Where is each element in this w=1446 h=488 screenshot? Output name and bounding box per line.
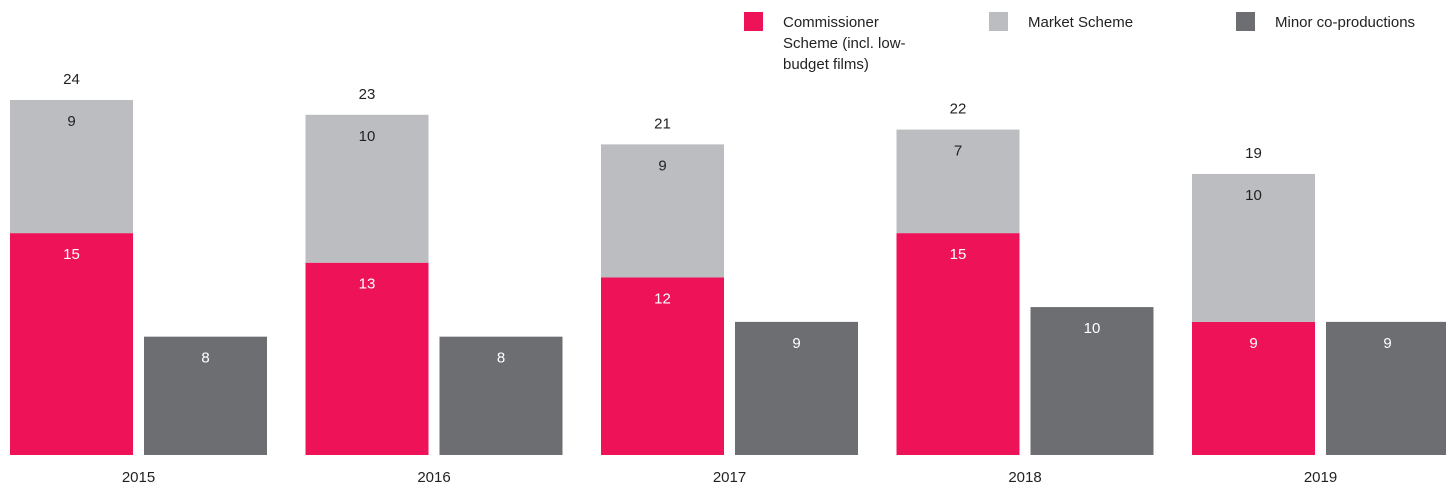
bar-segment [601,277,724,455]
data-label: 7 [954,143,962,160]
legend-label: Commissioner Scheme (incl. low-budget fi… [783,14,906,73]
legend-item: Commissioner Scheme (incl. low-budget fi… [744,12,924,75]
legend-swatch [1236,12,1255,31]
data-label: 13 [359,276,376,293]
bar [1326,321,1446,455]
data-label: 9 [1249,335,1257,352]
bar [439,336,563,455]
bar-segment [896,129,1020,234]
bar-segment [1192,173,1315,322]
bar [1030,307,1154,455]
data-label: 10 [1084,320,1101,337]
legend-label: Market Scheme [1028,14,1134,31]
total-label: 19 [1245,145,1262,162]
data-label: 8 [497,350,505,367]
bar-segment [305,262,429,455]
legend-swatch [989,12,1008,31]
bar-segment [10,100,133,234]
legend-swatch [744,12,763,31]
legend-item: Minor co-productions [1236,12,1436,33]
legend-item: Market Scheme [989,12,1139,33]
x-tick-label: 2018 [1008,469,1041,486]
data-label: 8 [201,350,209,367]
bar [735,321,858,455]
data-label: 9 [658,157,666,174]
bar-segment [601,144,724,278]
total-label: 24 [63,71,80,88]
data-label: 10 [1245,187,1262,204]
bar-segment [10,233,133,455]
x-tick-label: 2019 [1304,469,1337,486]
bar-segment [1192,321,1315,455]
data-label: 9 [792,335,800,352]
bar-segment [896,233,1020,455]
data-label: 15 [63,246,80,263]
data-label: 15 [950,246,967,263]
data-label: 10 [359,128,376,145]
total-label: 23 [359,86,376,103]
data-label: 12 [654,290,671,307]
legend-label: Minor co-productions [1275,14,1416,31]
bar-segment [305,114,429,263]
data-label: 9 [1383,335,1391,352]
x-tick-label: 2016 [417,469,450,486]
total-label: 21 [654,115,671,132]
data-label: 9 [67,113,75,130]
bar [144,336,267,455]
total-label: 22 [950,101,967,118]
x-tick-label: 2017 [713,469,746,486]
x-tick-label: 2015 [122,469,155,486]
